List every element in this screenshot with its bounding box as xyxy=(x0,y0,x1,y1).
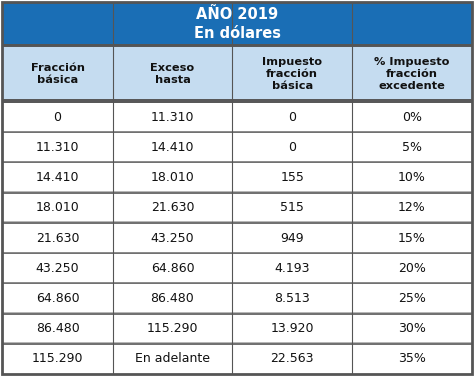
Text: 25%: 25% xyxy=(398,292,426,305)
Text: 20%: 20% xyxy=(398,262,426,275)
Text: 13.920: 13.920 xyxy=(270,322,314,335)
Bar xyxy=(2,253,472,284)
Text: 4.193: 4.193 xyxy=(274,262,310,275)
Bar xyxy=(2,193,472,223)
Text: 43.250: 43.250 xyxy=(36,262,79,275)
Bar xyxy=(2,223,472,253)
Text: 64.860: 64.860 xyxy=(151,262,194,275)
Text: Exceso
hasta: Exceso hasta xyxy=(150,63,194,85)
Text: En adelante: En adelante xyxy=(135,352,210,365)
Bar xyxy=(113,46,232,102)
Bar xyxy=(2,132,472,162)
Text: 18.010: 18.010 xyxy=(36,201,79,214)
Text: 18.010: 18.010 xyxy=(151,171,194,184)
Text: 11.310: 11.310 xyxy=(36,141,79,154)
Text: 0: 0 xyxy=(288,111,296,124)
Text: 0: 0 xyxy=(54,111,62,124)
Text: 30%: 30% xyxy=(398,322,426,335)
Text: 115.290: 115.290 xyxy=(147,322,198,335)
Bar xyxy=(352,46,472,102)
Text: 21.630: 21.630 xyxy=(36,232,79,244)
Text: 22.563: 22.563 xyxy=(270,352,314,365)
Bar xyxy=(2,344,472,374)
Text: 14.410: 14.410 xyxy=(36,171,79,184)
Text: 86.480: 86.480 xyxy=(151,292,194,305)
Text: 21.630: 21.630 xyxy=(151,201,194,214)
Bar xyxy=(2,2,472,46)
Text: % Impuesto
fracción
excedente: % Impuesto fracción excedente xyxy=(374,57,449,91)
Text: 0%: 0% xyxy=(402,111,422,124)
Text: 5%: 5% xyxy=(402,141,422,154)
Text: 10%: 10% xyxy=(398,171,426,184)
Text: Fracción
básica: Fracción básica xyxy=(30,63,84,85)
Bar xyxy=(2,162,472,193)
Text: AÑO 2019
En dólares: AÑO 2019 En dólares xyxy=(193,7,281,41)
Text: 35%: 35% xyxy=(398,352,426,365)
Text: 86.480: 86.480 xyxy=(36,322,79,335)
Text: 14.410: 14.410 xyxy=(151,141,194,154)
Text: 12%: 12% xyxy=(398,201,426,214)
Bar xyxy=(2,46,113,102)
Text: 11.310: 11.310 xyxy=(151,111,194,124)
Text: 64.860: 64.860 xyxy=(36,292,79,305)
Text: 15%: 15% xyxy=(398,232,426,244)
Text: 515: 515 xyxy=(280,201,304,214)
Text: Impuesto
fracción
básica: Impuesto fracción básica xyxy=(262,57,322,91)
Bar xyxy=(2,314,472,344)
Text: 43.250: 43.250 xyxy=(151,232,194,244)
Text: 115.290: 115.290 xyxy=(32,352,83,365)
Text: 155: 155 xyxy=(280,171,304,184)
Bar xyxy=(2,284,472,314)
Bar xyxy=(232,46,352,102)
Bar xyxy=(2,102,472,132)
Text: 0: 0 xyxy=(288,141,296,154)
Text: 8.513: 8.513 xyxy=(274,292,310,305)
Text: 949: 949 xyxy=(280,232,304,244)
